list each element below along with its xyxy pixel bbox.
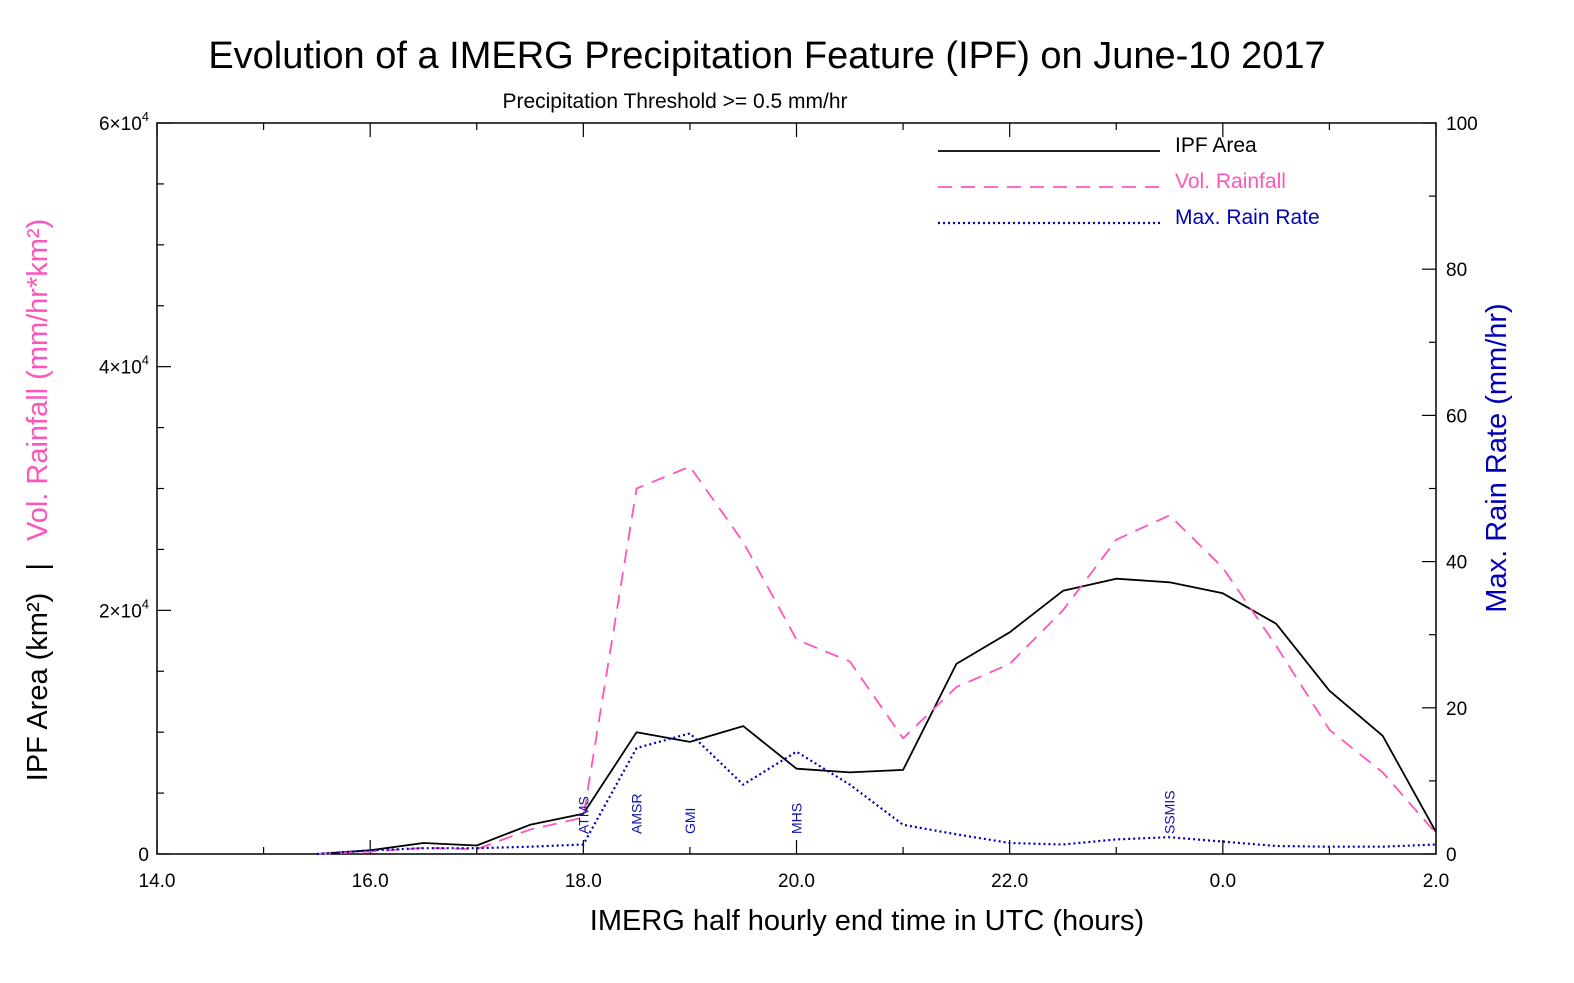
y-axis-title-area: IPF Area (km²) [22, 593, 54, 782]
x-tick-label: 22.0 [991, 871, 1028, 892]
y-right-tick-label: 40 [1446, 553, 1467, 574]
y-right-tick-label: 0 [1446, 845, 1457, 866]
x-tick-label: 0.0 [1210, 871, 1236, 892]
left-axis-titles: IPF Area (km²) | Vol. Rainfall (mm/hr*km… [22, 219, 54, 781]
satellite-label: MHS [789, 803, 805, 834]
series-line-ipf-area [316, 577, 1437, 855]
series-line-max-rain-rate [316, 732, 1437, 856]
y-axis-title-separator: | [22, 563, 54, 571]
axis-ticks: 14.0 16.0 18.0 20.0 22.0 0.0 2.0 0 2×104 4×104 6×1… [99, 109, 1478, 892]
x-tick-label: 2.0 [1423, 871, 1449, 892]
y-right-tick-label: 20 [1446, 699, 1467, 720]
y-right-tick-label: 60 [1446, 406, 1467, 427]
legend-label: Max. Rain Rate [1175, 206, 1320, 229]
y-right-tick-label: 80 [1446, 260, 1467, 281]
plot-frame [156, 122, 1437, 855]
legend-label: Vol. Rainfall [1175, 170, 1286, 193]
y-axis-title-volume: Vol. Rainfall (mm/hr*km²) [22, 219, 54, 541]
y-right-tick-label: 100 [1446, 114, 1478, 135]
x-tick-label: 20.0 [778, 871, 815, 892]
satellite-label: AMSR [629, 794, 645, 834]
satellite-label: SSMIS [1162, 790, 1178, 834]
satellite-label: ATMS [575, 796, 591, 834]
legend-label: IPF Area [1175, 134, 1257, 157]
series-layer [316, 465, 1437, 856]
x-tick-label: 18.0 [565, 871, 602, 892]
x-axis-title: IMERG half hourly end time in UTC (hours… [590, 905, 1144, 937]
chart-title: Evolution of a IMERG Precipitation Featu… [208, 35, 1325, 77]
x-tick-label: 14.0 [139, 871, 176, 892]
plot-area-border [156, 122, 1437, 855]
legend: IPF Area Vol. Rainfall Max. Rain Rate [938, 134, 1320, 229]
satellite-annotations: ATMS AMSR GMI MHS SSMIS [575, 790, 1177, 834]
x-tick-label: 16.0 [352, 871, 389, 892]
y-left-tick-label: 4×104 [99, 353, 149, 379]
svg-text:IPF Area (km²) | V: IPF Area (km²) | Vol. Rainfall (mm/hr*km… [22, 219, 54, 781]
y-left-tick-label: 2×104 [99, 596, 149, 622]
satellite-label: GMI [682, 808, 698, 834]
y-axis-title-right: Max. Rain Rate (mm/hr) [1481, 303, 1513, 612]
series-line-vol-rainfall [316, 465, 1437, 855]
y-left-tick-label: 0 [138, 845, 149, 866]
chart-subtitle: Precipitation Threshold >= 0.5 mm/hr [502, 90, 847, 113]
y-left-tick-label: 6×104 [99, 109, 149, 135]
